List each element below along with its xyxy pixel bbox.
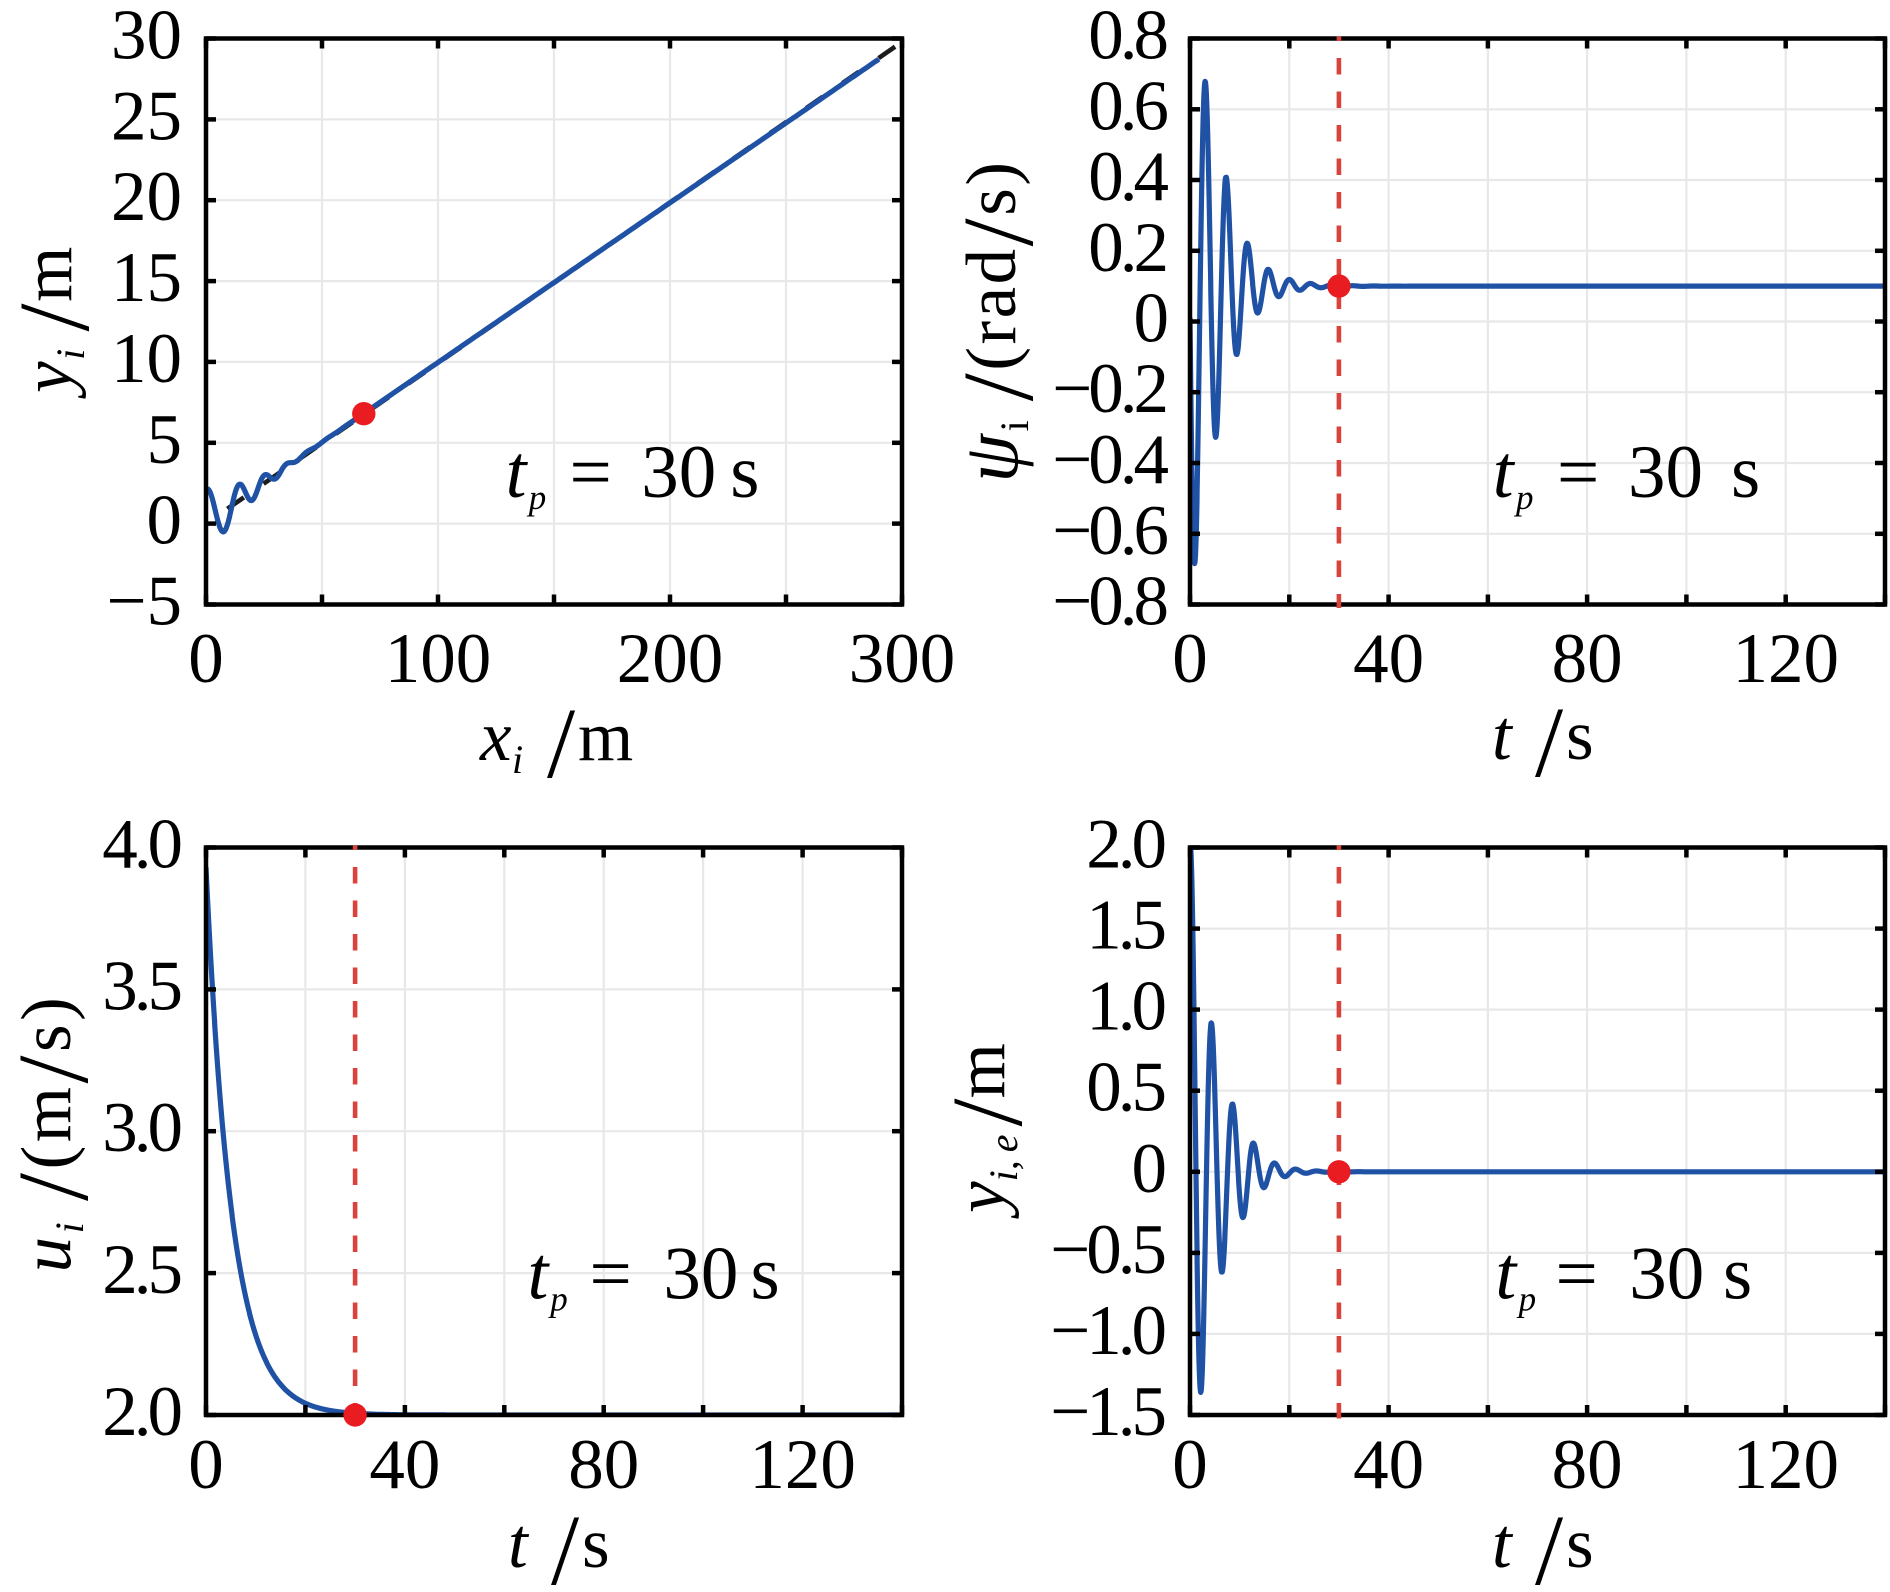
svg-text:120: 120 xyxy=(749,1426,856,1504)
svg-text:0.6: 0.6 xyxy=(1088,67,1167,145)
svg-text:t/s: t/s xyxy=(1492,1494,1594,1587)
svg-text:tp=30s: tp = 30 s xyxy=(1493,431,1760,517)
svg-text:−0.8: −0.8 xyxy=(1052,563,1166,641)
svg-text:1.5: 1.5 xyxy=(1086,887,1164,965)
svg-text:yi, e /m: yi, e /m xyxy=(931,1043,1043,1219)
svg-text:yi /m: yi /m xyxy=(0,245,110,399)
svg-text:−0.6: −0.6 xyxy=(1052,492,1167,570)
svg-text:2.5: 2.5 xyxy=(102,1231,180,1309)
svg-text:30: 30 xyxy=(111,0,182,75)
svg-text:1.0: 1.0 xyxy=(1086,968,1164,1046)
svg-text:300: 300 xyxy=(849,620,956,698)
svg-text:ψi /(rad/s): ψi /(rad/s) xyxy=(942,159,1054,482)
svg-text:120: 120 xyxy=(1732,620,1839,698)
svg-text:tp=30s: tp = 30 s xyxy=(506,431,760,517)
svg-text:0: 0 xyxy=(147,482,183,560)
svg-text:0: 0 xyxy=(188,1426,224,1504)
svg-text:2.0: 2.0 xyxy=(1086,806,1164,884)
svg-text:0.4: 0.4 xyxy=(1088,138,1168,216)
svg-text:40: 40 xyxy=(1353,620,1424,698)
svg-text:10: 10 xyxy=(111,320,182,398)
svg-text:25: 25 xyxy=(111,77,182,155)
svg-text:xi/m: xi/m xyxy=(479,687,633,799)
svg-text:t/s: t/s xyxy=(508,1494,610,1587)
svg-text:ui /(m/s): ui /(m/s) xyxy=(0,994,109,1273)
svg-text:−1.0: −1.0 xyxy=(1050,1292,1164,1370)
svg-text:200: 200 xyxy=(617,620,724,698)
svg-text:−1.5: −1.5 xyxy=(1050,1373,1164,1451)
svg-text:−0.5: −0.5 xyxy=(1050,1211,1164,1289)
svg-text:−5: −5 xyxy=(106,563,182,641)
svg-text:tp=30s: tp = 30 s xyxy=(1495,1233,1752,1319)
svg-text:80: 80 xyxy=(1552,620,1623,698)
svg-text:120: 120 xyxy=(1732,1426,1839,1504)
svg-text:5: 5 xyxy=(147,401,183,479)
svg-text:15: 15 xyxy=(111,239,182,317)
svg-text:20: 20 xyxy=(111,158,182,236)
svg-text:−0.2: −0.2 xyxy=(1052,350,1165,428)
svg-text:t/s: t/s xyxy=(1492,686,1594,798)
svg-text:40: 40 xyxy=(1353,1426,1424,1504)
svg-text:100: 100 xyxy=(385,620,492,698)
svg-text:2.0: 2.0 xyxy=(102,1373,180,1451)
svg-text:3.0: 3.0 xyxy=(102,1089,180,1167)
svg-text:0: 0 xyxy=(1172,1426,1208,1504)
svg-text:0.8: 0.8 xyxy=(1088,0,1166,75)
svg-text:−0.4: −0.4 xyxy=(1052,421,1168,499)
svg-text:0: 0 xyxy=(1134,280,1167,358)
svg-text:3.5: 3.5 xyxy=(102,947,180,1025)
svg-text:4.0: 4.0 xyxy=(102,806,180,884)
svg-text:tp=30s: tp = 30 s xyxy=(528,1233,780,1319)
svg-text:40: 40 xyxy=(369,1426,440,1504)
svg-text:80: 80 xyxy=(568,1426,639,1504)
svg-text:0.5: 0.5 xyxy=(1086,1049,1164,1127)
svg-text:80: 80 xyxy=(1552,1426,1623,1504)
svg-text:0: 0 xyxy=(1132,1130,1165,1208)
svg-text:0: 0 xyxy=(1172,620,1208,698)
svg-text:0.2: 0.2 xyxy=(1088,209,1165,287)
svg-text:0: 0 xyxy=(188,620,224,698)
